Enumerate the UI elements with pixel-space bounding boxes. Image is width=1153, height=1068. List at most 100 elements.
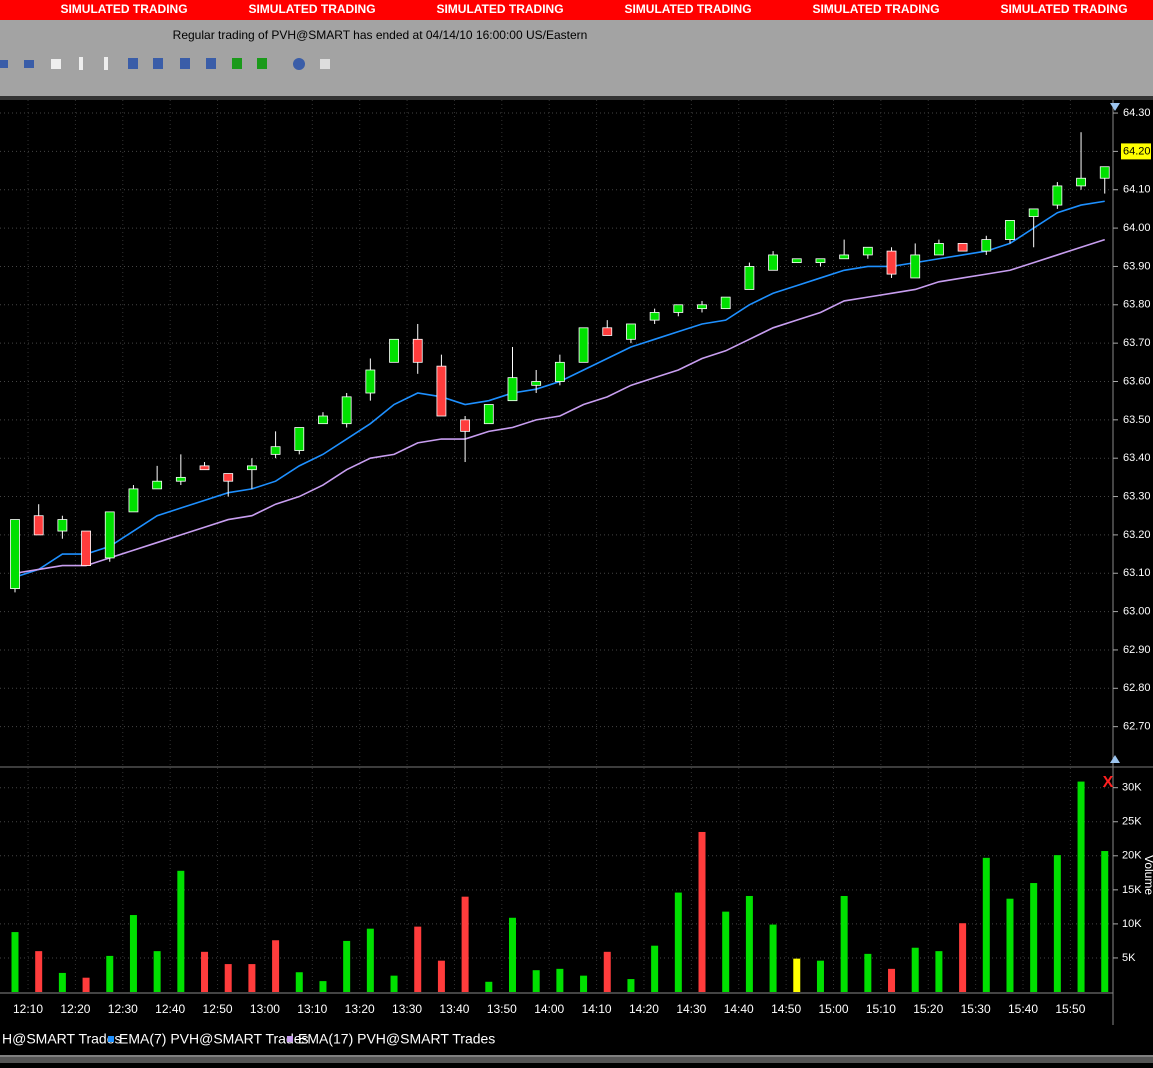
volume-bar: [485, 981, 493, 992]
banner-text: SIMULATED TRADING: [624, 2, 751, 16]
tool-icon[interactable]: [104, 57, 108, 70]
tool-icon[interactable]: [51, 59, 61, 69]
tool-icon[interactable]: [180, 58, 190, 69]
candle-body: [886, 250, 897, 275]
x-tick-label: 12:50: [203, 1002, 233, 1016]
candle-body: [57, 519, 68, 532]
tool-icon[interactable]: [128, 58, 138, 69]
tool-icon[interactable]: [232, 58, 242, 69]
volume-bar: [532, 970, 540, 992]
tool-icon[interactable]: [153, 58, 163, 69]
banner-text: SIMULATED TRADING: [436, 2, 563, 16]
volume-bar: [651, 945, 659, 992]
volume-bar: [35, 951, 43, 992]
status-bar: [0, 1055, 1153, 1063]
y-tick-label: 63.30: [1123, 490, 1151, 502]
volume-bar: [508, 917, 516, 992]
candle-body: [649, 312, 660, 321]
scroll-arrow[interactable]: [1110, 103, 1120, 111]
y-tick-label: 63.80: [1123, 299, 1151, 311]
candle-body: [815, 258, 826, 264]
x-tick-label: 14:40: [724, 1002, 754, 1016]
x-tick-label: 15:40: [1008, 1002, 1038, 1016]
candle-body: [412, 338, 423, 363]
tool-icon[interactable]: [257, 58, 267, 69]
volume-bar: [106, 955, 114, 992]
candle-body: [744, 266, 755, 290]
scroll-arrow[interactable]: [1110, 755, 1120, 763]
candle-body: [673, 304, 684, 313]
volume-bar: [366, 928, 374, 992]
candle-body: [981, 239, 992, 252]
legend-label: H@SMART Trades: [2, 1031, 122, 1047]
candle-body: [791, 258, 802, 264]
y-tick-label: 62.90: [1123, 644, 1151, 656]
volume-bar: [556, 968, 564, 992]
volume-bar: [745, 895, 753, 992]
x-tick-label: 13:20: [345, 1002, 375, 1016]
x-tick-label: 13:10: [297, 1002, 327, 1016]
candle-body: [697, 304, 707, 310]
status-message: Regular trading of PVH@SMART has ended a…: [173, 28, 588, 42]
candle-body: [839, 254, 850, 260]
tool-icon[interactable]: [79, 57, 83, 70]
candle-body: [341, 396, 352, 425]
volume-bar: [935, 951, 943, 992]
candle-body: [507, 377, 518, 402]
volume-bar: [248, 964, 256, 992]
candle-body: [531, 381, 542, 386]
x-tick-label: 12:30: [108, 1002, 138, 1016]
candle-body: [318, 415, 328, 425]
y-tick-label: 62.80: [1123, 682, 1151, 694]
volume-bar: [272, 940, 280, 992]
banner: [0, 0, 1153, 20]
volume-bar: [816, 960, 824, 992]
candle-body: [1076, 177, 1086, 187]
candle-body: [128, 488, 139, 513]
candle-body: [33, 515, 44, 536]
volume-bar: [319, 981, 327, 992]
volume-bar: [461, 896, 469, 992]
candle-body: [1099, 166, 1110, 179]
candle-body: [223, 473, 234, 482]
volume-bar: [390, 975, 398, 992]
candle-body: [483, 404, 494, 425]
y-tick-label: 64.00: [1123, 222, 1151, 234]
tool-icon[interactable]: [293, 58, 305, 70]
legend-label: EMA(7) PVH@SMART Trades: [119, 1031, 309, 1047]
x-tick-label: 15:30: [961, 1002, 991, 1016]
volume-bar: [1101, 851, 1109, 992]
y-tick-label: 63.70: [1123, 337, 1151, 349]
x-tick-label: 15:00: [818, 1002, 848, 1016]
x-tick-label: 13:00: [250, 1002, 280, 1016]
volume-bar: [840, 895, 848, 992]
volume-bar: [982, 857, 990, 992]
candle-body: [934, 243, 944, 256]
ema-line: [14, 238, 1105, 575]
y-tick-label: 30K: [1122, 782, 1142, 794]
candle-body: [152, 480, 163, 490]
tool-icon[interactable]: [0, 60, 8, 68]
tool-icon[interactable]: [320, 59, 330, 69]
candle-body: [175, 476, 186, 482]
candle-body: [720, 296, 731, 310]
candle-body: [910, 254, 921, 279]
y-tick-label: 63.60: [1123, 375, 1151, 387]
volume-bar: [11, 932, 19, 992]
tool-icon[interactable]: [206, 58, 216, 69]
volume-bar: [82, 977, 90, 992]
volume-bar: [1053, 855, 1061, 992]
volume-bar: [959, 923, 967, 992]
candle-body: [294, 427, 305, 451]
volume-bar: [224, 964, 232, 992]
x-tick-label: 14:20: [629, 1002, 659, 1016]
volume-bar: [58, 972, 66, 992]
candle-body: [389, 338, 399, 363]
candle-body: [602, 327, 613, 336]
close-button[interactable]: X: [1103, 774, 1114, 791]
x-tick-label: 13:50: [487, 1002, 517, 1016]
candle-body: [104, 511, 115, 559]
volume-bar: [1030, 883, 1038, 992]
tool-icon[interactable]: [24, 60, 34, 68]
